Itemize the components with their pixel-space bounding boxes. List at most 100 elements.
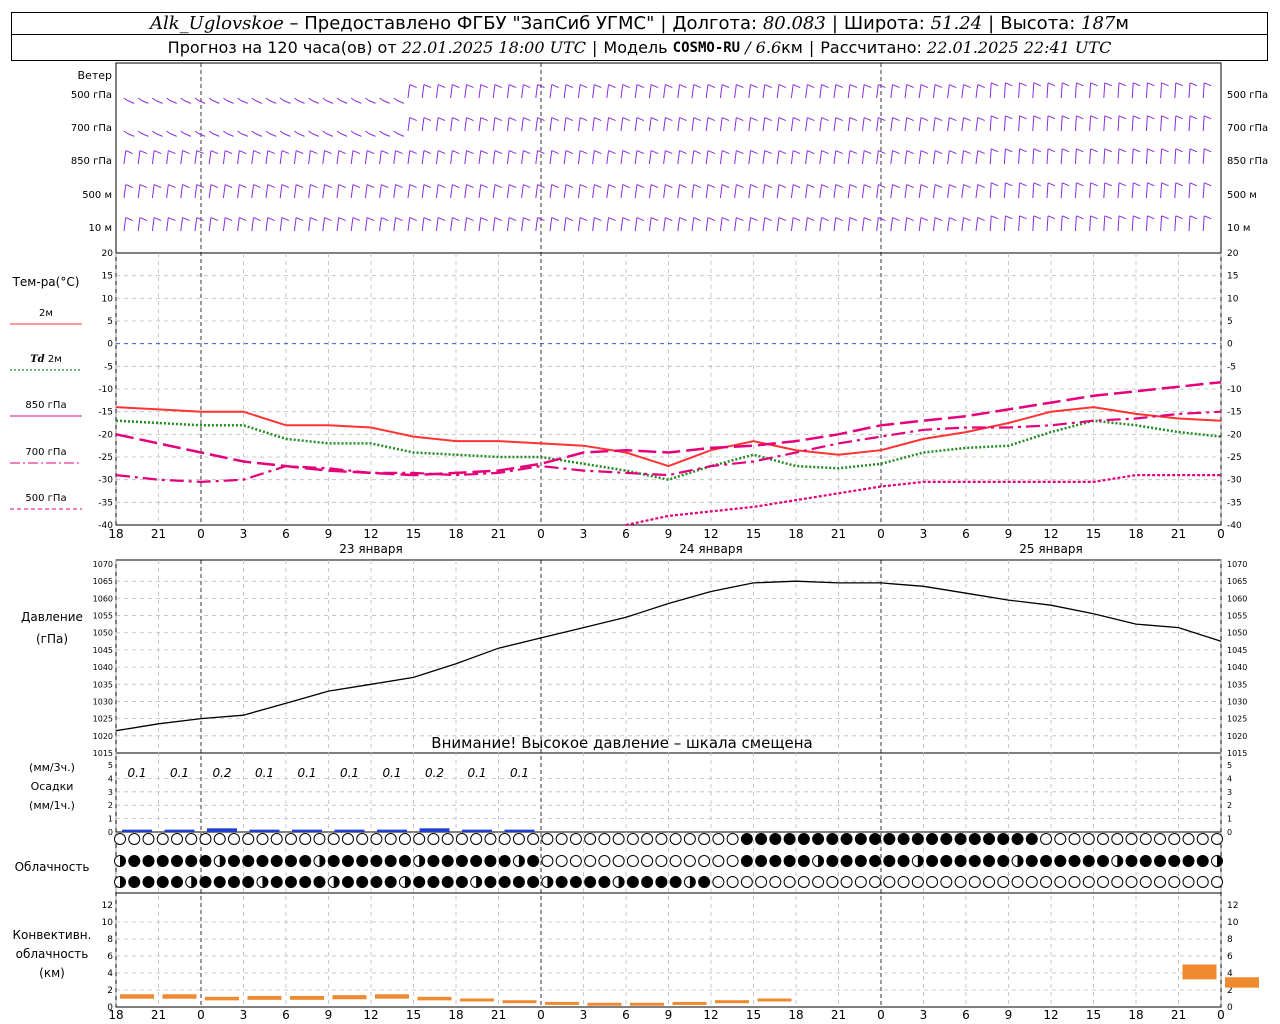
wind-barb (563, 217, 567, 232)
wind-barb-flag (650, 217, 659, 221)
wind-barb (705, 217, 709, 232)
wind-barb-flag (168, 217, 176, 221)
wind-barb-flag (679, 184, 687, 188)
wind-barb-flag (1047, 148, 1056, 153)
wind-barb-flag (268, 132, 277, 137)
wind-barb (123, 184, 127, 199)
wind-barb (1160, 148, 1163, 165)
wind-barb (861, 117, 865, 132)
wind-barb-flag (240, 99, 248, 104)
wind-barb (1160, 182, 1163, 199)
wind-barb-flag (311, 99, 319, 104)
wind-barb (223, 130, 227, 134)
wind-barb (606, 117, 610, 132)
cloud-symbol (897, 876, 910, 888)
cloud-symbol (626, 855, 639, 867)
wind-barb-flag (352, 184, 361, 188)
cloud-symbol (1054, 833, 1067, 845)
wind-barb-flag (764, 117, 772, 121)
wind-barb-flag (466, 150, 474, 154)
cloud-symbol (997, 855, 1010, 867)
pressure-series (115, 580, 1222, 732)
cloud-symbols (114, 833, 1223, 888)
wind-barb (1145, 115, 1148, 132)
cloud-symbol (869, 876, 882, 888)
wind-barb-flag (892, 117, 900, 121)
wind-barb (151, 217, 155, 232)
y-tick-label: 10 (1227, 294, 1239, 304)
cloud-symbol (1154, 876, 1167, 888)
x-tick-label: 15 (406, 527, 421, 541)
wind-barb (1145, 215, 1148, 232)
wind-barb-flag (679, 150, 687, 154)
wind-barb-flag (892, 217, 900, 221)
conv-title-1: Конвективн. (13, 928, 92, 942)
wind-barb-flag (949, 84, 957, 88)
wind-barb (734, 150, 737, 165)
wind-barb-flag (764, 184, 772, 188)
wind-barb (762, 84, 766, 99)
wind-barb (194, 130, 199, 134)
wind-barb-flag (1005, 215, 1013, 220)
wind-barb-flag (863, 117, 872, 121)
wind-barb (620, 217, 624, 232)
provider: – Предоставлено ФГБУ "ЗапСиб УГМС" (289, 13, 655, 34)
cloud-symbol (569, 833, 582, 845)
wind-barb-flag (368, 132, 376, 137)
wind-barb-flag (835, 217, 843, 221)
x-tick-label: 9 (325, 527, 333, 541)
cloud-symbol (398, 833, 411, 845)
wind-barb (293, 150, 297, 165)
wind-barb-flag (409, 184, 417, 188)
model-label: Модель (603, 38, 668, 57)
cloud-symbol (1196, 855, 1209, 867)
wind-barb-flag (608, 117, 616, 121)
wind-barb (421, 217, 425, 232)
wind-barb (478, 184, 482, 199)
x-tick-label: 12 (703, 1008, 718, 1022)
y-tick-label: 1035 (93, 680, 113, 689)
cloud-half (476, 876, 482, 888)
wind-barb (1074, 115, 1077, 132)
wind-barb-flag (125, 217, 133, 221)
wind-barb-flag (437, 84, 446, 88)
y-tick-label: 1060 (1227, 594, 1247, 603)
x-tick-label: 18 (788, 1008, 803, 1022)
wind-barb (904, 84, 908, 99)
wind-barb-flag (849, 150, 858, 154)
wind-barb-flag (183, 99, 192, 104)
wind-barb-flag (878, 217, 886, 221)
wind-barb-flag (197, 99, 206, 104)
cloud-half (917, 855, 924, 867)
wind-barb-flag (892, 84, 900, 88)
wind-barb-flag (1019, 115, 1027, 120)
wind-barb-flag (381, 217, 389, 221)
pressure-line (115, 580, 1222, 732)
x-tick-label: 21 (491, 1008, 506, 1022)
y-tick-label: 8 (107, 935, 113, 945)
wind-barb (265, 184, 269, 199)
wind-barb (393, 130, 398, 134)
wind-barb (308, 150, 311, 165)
wind-barb-flag (608, 84, 616, 88)
wind-barb (549, 84, 553, 99)
wind-barb-flag (1062, 82, 1070, 87)
wind-barb-flag (354, 132, 362, 137)
wind-barb (776, 217, 780, 232)
wind-barb-flag (523, 217, 531, 221)
wind-barb (435, 184, 439, 199)
wind-barb (1074, 182, 1077, 199)
y-tick-label: 4 (107, 969, 113, 979)
wind-barb-flag (1019, 215, 1027, 220)
cloud-symbol (341, 855, 354, 867)
cloud-half (419, 855, 425, 867)
wind-barb-flag (1161, 215, 1169, 220)
wind-barb-flag (297, 99, 305, 104)
wind-barb (279, 130, 284, 134)
wind-barb (549, 184, 553, 199)
wind-barb (748, 150, 752, 165)
wind-barb (237, 150, 240, 165)
wind-barb-flag (707, 184, 716, 188)
conv-bar (120, 994, 154, 999)
cloud-symbol (712, 855, 725, 867)
